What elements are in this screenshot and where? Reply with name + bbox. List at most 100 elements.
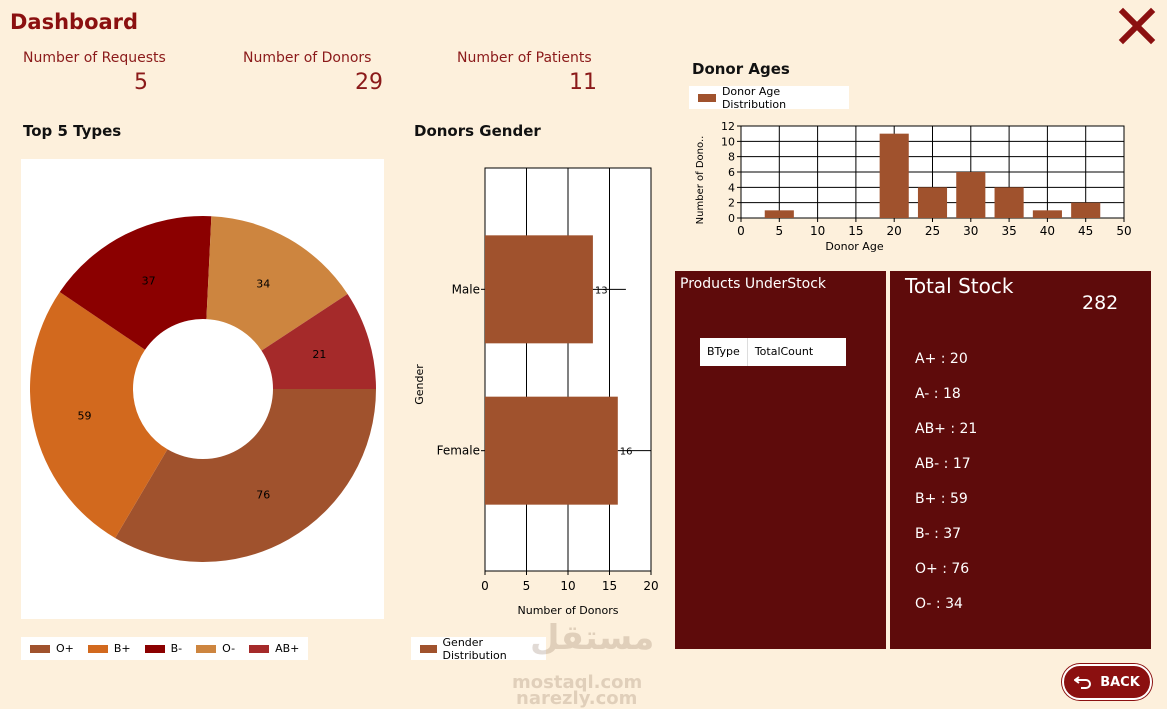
legend-swatch [249, 644, 270, 653]
stat-requests-value: 5 [134, 70, 148, 95]
pie-legend-item-B-: B- [144, 642, 183, 655]
gender-x-tick: 0 [481, 579, 489, 593]
age-x-tick: 45 [1078, 224, 1093, 238]
age-legend: Donor Age Distribution [689, 84, 849, 111]
stock-item: B- : 37 [915, 526, 962, 542]
age-chart-svg: 0 5 10 15 20 25 30 35 40 45 50 0 2 4 6 8 10 12 Donor Age Nu… [695, 120, 1132, 253]
age-y-tick: 12 [721, 120, 735, 133]
gender-chart: 0 5 10 15 20 Male 13 Female 16 Number of Donors Ge… [408, 155, 668, 625]
close-button[interactable] [1117, 6, 1157, 46]
stock-item: A- : 18 [915, 386, 961, 402]
age-legend-swatch [698, 93, 716, 102]
top-types-title: Top 5 Types [23, 122, 122, 140]
column-header-totalcount[interactable]: TotalCount [754, 345, 814, 358]
total-stock-title: Total Stock [905, 274, 1014, 298]
legend-label: AB+ [275, 642, 300, 655]
pie-legend-item-O+: O+ [30, 642, 74, 655]
products-understock-panel: Products UnderStock BType TotalCount [675, 271, 886, 649]
legend-swatch [30, 644, 50, 653]
stock-item: O- : 34 [915, 596, 963, 612]
age-bar-20 [879, 133, 909, 218]
gender-value-label: 16 [620, 447, 633, 458]
products-understock-title: Products UnderStock [680, 276, 827, 292]
close-x-icon [1118, 7, 1156, 45]
age-x-axis-label: Donor Age [825, 240, 883, 253]
pie-slice-O- [206, 216, 348, 351]
age-x-tick: 25 [925, 224, 940, 238]
watermark-arabic: مستقل [530, 618, 655, 658]
age-y-tick: 10 [721, 135, 735, 148]
gender-x-tick: 5 [523, 579, 531, 593]
gender-y-tick: Female [437, 444, 480, 458]
legend-swatch [196, 644, 217, 653]
gender-y-tick: Male [452, 282, 480, 296]
gender-x-tick: 10 [560, 579, 575, 593]
total-stock-value: 282 [1082, 292, 1119, 314]
donor-ages-title: Donor Ages [692, 60, 790, 78]
stock-item: A+ : 20 [915, 351, 968, 367]
age-x-tick: 40 [1040, 224, 1055, 238]
pie-slice-label: 34 [256, 277, 270, 290]
gender-x-axis-label: Number of Donors [518, 604, 619, 617]
back-button[interactable]: BACK [1062, 664, 1152, 700]
gender-legend: Gender Distribution [411, 635, 546, 662]
column-header-btype[interactable]: BType [700, 338, 748, 366]
age-bar-5 [764, 210, 794, 218]
stat-requests-label: Number of Requests [23, 50, 166, 66]
stat-donors-label: Number of Donors [243, 50, 372, 66]
age-bar-30 [956, 172, 986, 218]
donors-gender-title: Donors Gender [414, 122, 541, 140]
age-chart: 0 5 10 15 20 25 30 35 40 45 50 0 2 4 6 8 10 12 Donor Age Nu… [688, 115, 1148, 265]
gender-value-label: 13 [595, 285, 608, 296]
pie-slice-label: 37 [142, 274, 156, 287]
pie-slice-O+ [115, 389, 377, 562]
age-x-tick: 5 [775, 224, 783, 238]
stat-patients-label: Number of Patients [457, 50, 592, 66]
age-bar-35 [994, 187, 1024, 218]
gender-legend-label: Gender Distribution [442, 635, 507, 662]
age-x-tick: 10 [810, 224, 825, 238]
age-x-tick: 30 [963, 224, 978, 238]
pie-slice-B- [59, 216, 212, 350]
gender-legend-swatch [420, 644, 437, 653]
age-x-tick: 0 [737, 224, 745, 238]
stock-item: AB+ : 21 [915, 421, 978, 437]
age-x-tick: 15 [848, 224, 863, 238]
gender-x-tick: 20 [643, 579, 658, 593]
legend-label: O+ [56, 642, 74, 655]
age-x-tick: 20 [887, 224, 902, 238]
gender-x-tick: 15 [602, 579, 617, 593]
age-y-tick: 4 [728, 181, 735, 194]
age-y-axis-label: Number of Dono.. [695, 136, 706, 225]
age-y-tick: 6 [728, 166, 735, 179]
age-bar-25 [917, 187, 948, 218]
stat-patients-value: 11 [569, 70, 597, 95]
understock-table-header[interactable]: BType TotalCount [700, 338, 846, 366]
top-types-chart: 76 59 37 34 21 [21, 159, 384, 619]
watermark-line3: narezly.com [516, 688, 638, 709]
age-x-tick: 35 [1001, 224, 1016, 238]
legend-swatch [87, 644, 108, 653]
stock-item: O+ : 76 [915, 561, 970, 577]
back-button-label: BACK [1100, 674, 1140, 690]
pie-slice-label: 59 [77, 410, 91, 423]
total-stock-panel: Total Stock 282 A+ : 20 A- : 18 AB+ : 21 AB… [890, 271, 1151, 649]
age-x-tick: 50 [1116, 224, 1131, 238]
stock-item: B+ : 59 [915, 491, 968, 507]
page-title: Dashboard [10, 10, 139, 34]
gender-bar-male [485, 235, 593, 344]
age-legend-label: Donor Age Distribution [721, 84, 787, 111]
age-bar-45 [1071, 202, 1101, 218]
stock-item: AB- : 17 [915, 456, 971, 472]
gender-y-axis-label: Gender [413, 364, 426, 405]
pie-slice-label: 21 [312, 348, 326, 361]
pie-legend: O+ B+ B- O- AB+ [21, 637, 308, 660]
legend-label: B- [170, 642, 183, 655]
pie-legend-item-B+: B+ [87, 642, 131, 655]
pie-slice-AB+ [261, 294, 376, 389]
stat-donors-value: 29 [355, 70, 383, 95]
age-y-tick: 2 [728, 197, 735, 210]
legend-label: O- [222, 642, 236, 655]
pie-slice-label: 76 [256, 489, 270, 502]
pie-slice-B+ [29, 292, 168, 539]
